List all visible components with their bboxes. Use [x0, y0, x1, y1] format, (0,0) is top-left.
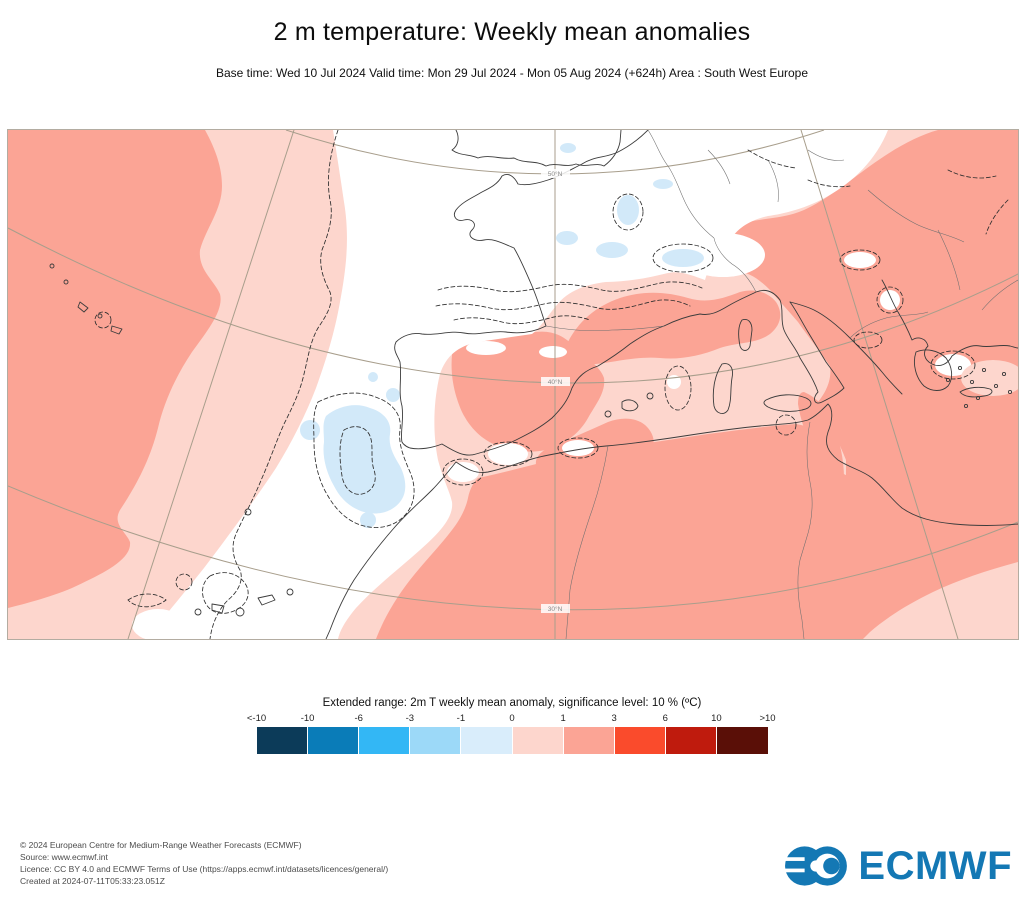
legend-color-segment — [358, 727, 410, 754]
legend-color-segment — [307, 727, 358, 754]
ecmwf-logo-mark-icon — [784, 846, 848, 886]
legend-title: Extended range: 2m T weekly mean anomaly… — [322, 697, 702, 709]
legend-tick: -6 — [354, 713, 363, 724]
coastlines — [49, 130, 1018, 639]
legend-tick: >10 — [759, 713, 776, 724]
legend-color-segment — [666, 727, 717, 754]
legend-tick: <-10 — [246, 713, 267, 724]
legend-colorbar — [256, 727, 768, 754]
legend-color-segment — [563, 727, 614, 754]
legend-color-segment — [256, 727, 307, 754]
legend-tick: -3 — [405, 713, 415, 724]
map-canvas: 50°N 40°N 30°N — [8, 130, 1018, 639]
footer-source: Source: www.ecmwf.int — [20, 852, 108, 862]
legend-color-segment — [512, 727, 563, 754]
legend-ticks: <-10 -10 -6 -3 -1 0 1 3 6 10 >10 — [247, 713, 776, 726]
legend-color-segment — [717, 727, 768, 754]
significance-contours — [94, 130, 1009, 639]
legend-tick: -1 — [456, 713, 466, 724]
legend-color-segment — [461, 727, 512, 754]
footer-licence: Licence: CC BY 4.0 and ECMWF Terms of Us… — [20, 864, 389, 874]
footer-credits: © 2024 European Centre for Medium-Range … — [20, 839, 388, 887]
graticule-label-30n: 30°N — [548, 605, 563, 613]
legend-scale: <-10 -10 -6 -3 -1 0 1 3 6 10 >10 — [247, 713, 776, 754]
colorbar-legend: Extended range: 2m T weekly mean anomaly… — [0, 697, 1024, 754]
legend-tick: 3 — [611, 713, 617, 724]
graticule-labels: 50°N 40°N 30°N — [541, 169, 570, 613]
legend-color-segment — [410, 727, 461, 754]
anomaly-map: 50°N 40°N 30°N — [7, 129, 1019, 640]
footer-copyright: © 2024 European Centre for Medium-Range … — [20, 840, 302, 850]
legend-tick: 0 — [509, 713, 515, 724]
footer-created: Created at 2024-07-11T05:33:23.051Z — [20, 876, 165, 886]
legend-color-segment — [614, 727, 666, 754]
legend-tick: 6 — [662, 713, 668, 724]
graticule-label-50n: 50°N — [548, 170, 563, 178]
page-title: 2 m temperature: Weekly mean anomalies — [273, 18, 751, 46]
chart-subtitle: Base time: Wed 10 Jul 2024 Valid time: M… — [215, 66, 809, 80]
ecmwf-logo-text: ECMWF — [858, 843, 1012, 888]
ecmwf-logo: ECMWF — [784, 843, 1012, 889]
legend-tick: 1 — [560, 713, 566, 724]
graticule-label-40n: 40°N — [548, 378, 563, 386]
borders — [545, 130, 1018, 639]
legend-tick: -10 — [300, 713, 315, 724]
legend-tick: 10 — [711, 713, 722, 724]
